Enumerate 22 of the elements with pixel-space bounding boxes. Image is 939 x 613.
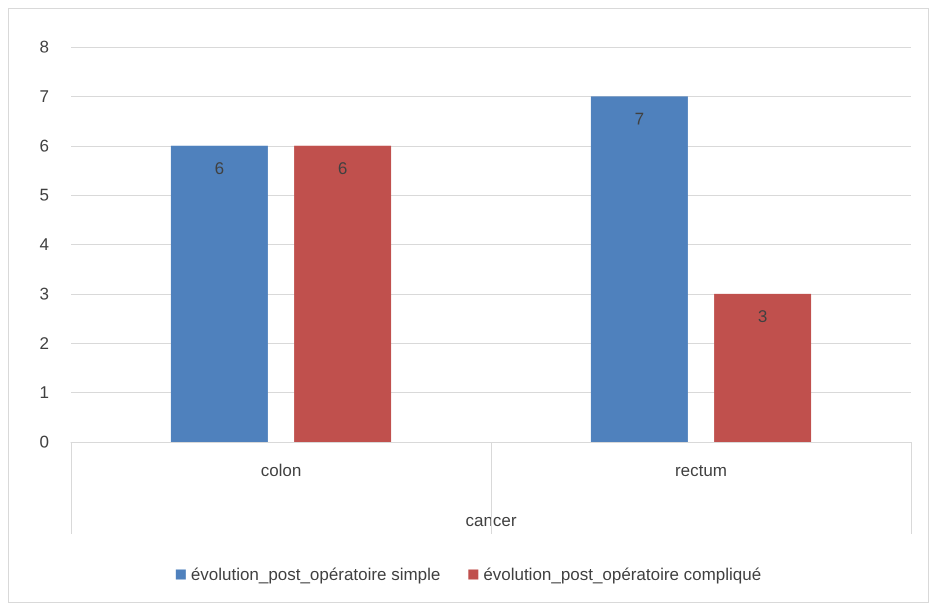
data-label: 7 xyxy=(634,109,644,128)
bar xyxy=(714,294,812,442)
y-tick-label: 8 xyxy=(40,38,49,56)
y-tick-label: 1 xyxy=(40,383,49,402)
data-label: 6 xyxy=(338,158,348,178)
y-tick-label: 7 xyxy=(40,86,49,106)
x-tick-label: rectum xyxy=(675,461,727,480)
data-label: 3 xyxy=(758,306,768,326)
legend-label: évolution_post_opératoire simple xyxy=(190,565,440,584)
y-tick-label: 6 xyxy=(40,136,49,156)
x-tick-label: colon xyxy=(260,461,302,480)
x-axis-title: cancer xyxy=(465,511,517,530)
bar xyxy=(170,146,268,442)
bar xyxy=(590,96,688,442)
data-label: 6 xyxy=(214,158,224,178)
bar xyxy=(294,146,392,442)
y-tick-label: 2 xyxy=(40,334,49,353)
y-tick-label: 4 xyxy=(40,235,49,254)
y-tick-label: 5 xyxy=(40,186,49,205)
y-tick-label: 0 xyxy=(40,432,49,452)
y-tick-label: 3 xyxy=(40,284,49,304)
legend-label: évolution_post_opératoire compliqué xyxy=(483,565,762,584)
